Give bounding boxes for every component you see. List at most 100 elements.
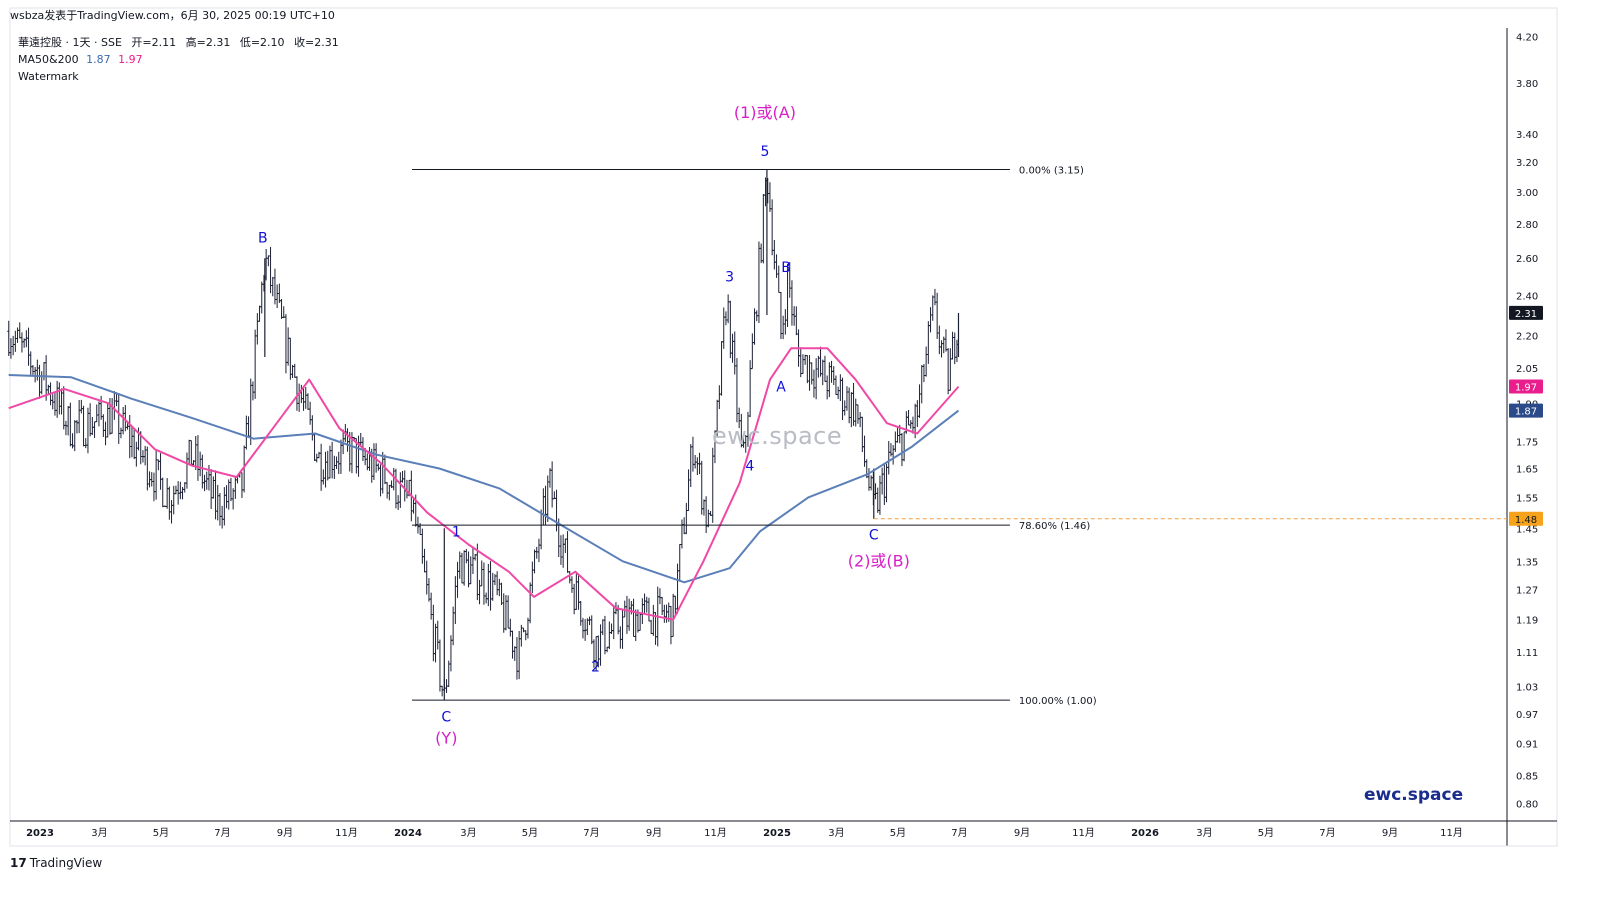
candle xyxy=(845,386,849,411)
candle xyxy=(42,362,46,381)
candle xyxy=(588,616,592,626)
price-tag-label: 1.87 xyxy=(1515,407,1537,418)
candle xyxy=(95,404,99,423)
wave-label: B xyxy=(258,230,268,246)
symbol-row[interactable]: 華遠控股 · 1天 · SSE 开=2.11 高=2.31 低=2.10 收=2… xyxy=(18,34,339,51)
candle xyxy=(159,453,163,490)
candle xyxy=(508,618,512,637)
candle xyxy=(302,387,306,411)
candle xyxy=(671,593,675,637)
close-value: 收=2.31 xyxy=(294,36,339,49)
candle xyxy=(552,491,556,500)
candle xyxy=(953,332,957,365)
candle xyxy=(313,433,317,461)
candle xyxy=(649,619,653,635)
candle xyxy=(876,487,880,513)
candle xyxy=(643,593,647,614)
x-tick-label: 3月 xyxy=(460,827,476,839)
candle xyxy=(940,340,944,358)
candle xyxy=(438,639,442,692)
candle xyxy=(816,355,820,378)
fib-label: 0.00% (3.15) xyxy=(1019,166,1084,177)
candle xyxy=(506,595,510,629)
candle xyxy=(401,471,405,483)
candle xyxy=(726,294,730,324)
y-tick-label: 3.80 xyxy=(1516,79,1538,90)
candle xyxy=(922,363,926,383)
candle xyxy=(590,615,594,645)
candle xyxy=(62,386,66,430)
candle xyxy=(669,605,673,645)
candle xyxy=(522,627,526,633)
candle xyxy=(662,604,666,623)
wave-label: (2)或(B) xyxy=(848,551,910,570)
ma-row[interactable]: MA50&200 1.87 1.97 xyxy=(18,51,339,68)
candle xyxy=(537,538,541,563)
x-tick-label: 9月 xyxy=(646,827,662,839)
candle xyxy=(810,362,814,385)
candle xyxy=(440,685,444,697)
candle xyxy=(231,488,235,510)
open-value: 开=2.11 xyxy=(131,36,177,49)
candle xyxy=(222,487,226,526)
candle xyxy=(66,405,70,436)
candle xyxy=(735,358,739,423)
y-tick-label: 1.35 xyxy=(1516,557,1538,568)
candle xyxy=(60,388,64,415)
tradingview-logo[interactable]: 17 TradingView xyxy=(10,856,102,870)
candle xyxy=(194,435,198,471)
candle xyxy=(482,562,486,605)
candle xyxy=(768,182,772,212)
candle xyxy=(645,596,649,613)
candle xyxy=(185,452,189,489)
candle xyxy=(271,276,275,297)
candle xyxy=(530,561,534,594)
candle xyxy=(731,333,735,363)
candle xyxy=(420,528,424,564)
candle xyxy=(434,623,438,663)
candle xyxy=(658,588,662,605)
candle xyxy=(398,472,402,508)
candle xyxy=(700,460,704,515)
y-tick-label: 3.20 xyxy=(1516,158,1538,169)
ma200-line xyxy=(8,374,960,584)
candle xyxy=(632,598,636,637)
candle xyxy=(651,604,655,636)
y-tick-label: 1.45 xyxy=(1516,524,1538,535)
candle xyxy=(13,330,17,352)
candle xyxy=(772,239,776,270)
candle xyxy=(324,451,328,488)
candle xyxy=(359,433,363,446)
candle xyxy=(687,469,691,512)
candle xyxy=(680,519,684,549)
candle xyxy=(38,364,42,399)
indicator-row[interactable]: Watermark xyxy=(18,70,79,83)
wave-label: C xyxy=(441,710,451,726)
price-tag-current xyxy=(1509,305,1543,320)
candle xyxy=(887,440,891,475)
candle xyxy=(691,436,695,472)
symbol-label: 華遠控股 · 1天 · SSE xyxy=(18,36,122,49)
candle xyxy=(926,321,930,364)
candle xyxy=(827,362,831,398)
ma-label: MA50&200 xyxy=(18,53,79,66)
candle xyxy=(293,363,297,378)
candle xyxy=(187,439,191,464)
candle xyxy=(790,280,794,326)
wave-label: (1)或(A) xyxy=(734,103,796,122)
candle xyxy=(812,369,816,398)
candle xyxy=(101,414,105,437)
candle xyxy=(282,306,286,319)
candle xyxy=(566,531,570,573)
y-tick-label: 0.80 xyxy=(1516,799,1538,810)
candle xyxy=(75,420,79,434)
candle xyxy=(84,438,88,449)
candle xyxy=(909,420,913,429)
candle xyxy=(387,484,391,501)
x-tick-label: 3月 xyxy=(1196,827,1212,839)
candle xyxy=(830,360,834,383)
candle xyxy=(269,246,273,294)
candle xyxy=(808,355,812,391)
candle xyxy=(841,377,845,421)
